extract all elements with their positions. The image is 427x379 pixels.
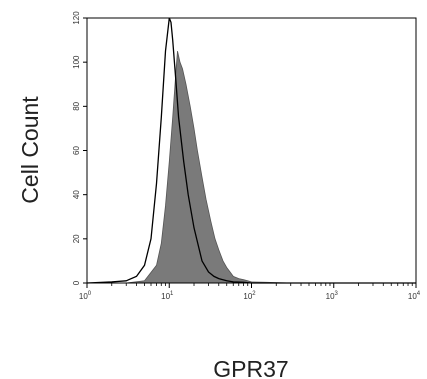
- y-tick-layer: 0 20 40 60 80 100 120: [72, 11, 87, 285]
- x-tick-label: 102: [243, 291, 256, 301]
- x-tick-label: 104: [408, 291, 421, 301]
- series-layer: [86, 17, 416, 284]
- x-tick-base: 10: [161, 292, 170, 301]
- x-tick-base: 10: [79, 292, 88, 301]
- x-tick-exponent: 1: [170, 291, 174, 297]
- outline-histogram: [86, 17, 416, 284]
- x-tick-exponent: 2: [252, 291, 256, 297]
- y-tick-label: 0: [72, 280, 81, 285]
- y-tick-label: 120: [72, 11, 81, 25]
- y-tick-label: 80: [72, 101, 81, 110]
- x-tick-layer: 100 101 102 103 104: [79, 283, 421, 301]
- x-tick-base: 10: [408, 292, 417, 301]
- x-axis-label: GPR37: [213, 356, 288, 379]
- y-tick-label: 60: [72, 146, 81, 155]
- y-tick-label: 20: [72, 234, 81, 243]
- x-tick-base: 10: [243, 292, 252, 301]
- y-tick-label: 100: [72, 55, 81, 69]
- x-tick-base: 10: [326, 292, 335, 301]
- y-tick-label: 40: [72, 190, 81, 199]
- y-axis-label: Cell Count: [17, 96, 43, 204]
- x-tick-label: 103: [326, 291, 339, 301]
- x-tick-exponent: 4: [417, 291, 421, 297]
- x-tick-label: 101: [161, 291, 174, 301]
- filled-histogram: [87, 51, 416, 284]
- x-tick-exponent: 3: [335, 291, 339, 297]
- plot-frame: [86, 17, 417, 284]
- x-tick-label: 100: [79, 291, 92, 301]
- x-tick-exponent: 0: [88, 291, 92, 297]
